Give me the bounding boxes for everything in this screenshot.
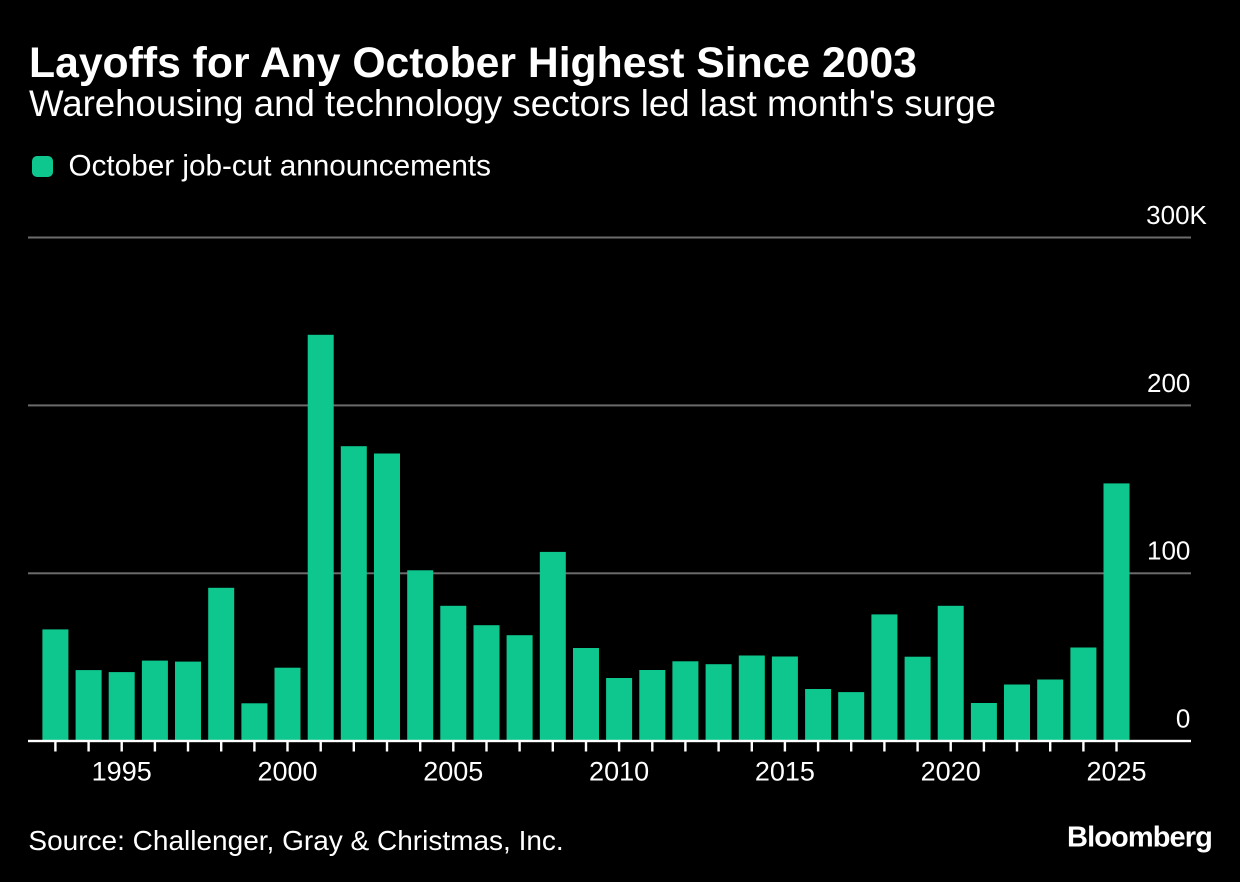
svg-text:300K: 300K <box>1146 200 1207 230</box>
svg-text:2000: 2000 <box>257 757 317 787</box>
svg-text:2005: 2005 <box>423 757 483 787</box>
svg-text:2015: 2015 <box>755 757 815 787</box>
svg-text:2025: 2025 <box>1086 757 1146 787</box>
svg-text:October job-cut announcements: October job-cut announcements <box>69 150 491 183</box>
svg-text:200: 200 <box>1147 368 1190 398</box>
svg-text:Bloomberg: Bloomberg <box>1067 822 1212 854</box>
svg-text:1995: 1995 <box>92 757 152 787</box>
svg-text:Layoffs for Any October Highes: Layoffs for Any October Highest Since 20… <box>29 39 917 87</box>
svg-text:2020: 2020 <box>921 757 981 787</box>
svg-text:100: 100 <box>1147 536 1190 566</box>
svg-text:Warehousing and technology sec: Warehousing and technology sectors led l… <box>29 83 996 124</box>
svg-text:2010: 2010 <box>589 757 649 787</box>
svg-text:0: 0 <box>1176 704 1190 734</box>
svg-text:Source: Challenger, Gray & Chr: Source: Challenger, Gray & Christmas, In… <box>28 825 563 856</box>
